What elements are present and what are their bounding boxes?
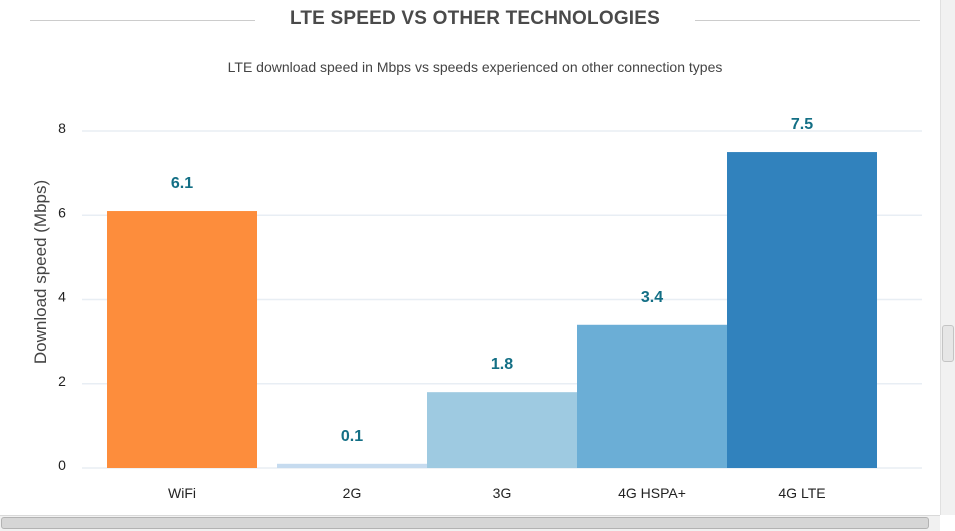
value-label: 3.4 (641, 289, 663, 306)
x-tick-label: 2G (343, 485, 362, 501)
chart-title-row: LTE SPEED VS OTHER TECHNOLOGIES (0, 0, 940, 40)
y-tick-label: 0 (58, 457, 66, 473)
bar-wifi[interactable] (107, 211, 257, 468)
value-label: 6.1 (171, 175, 193, 192)
y-axis-ticks: 0 2 4 6 8 (58, 120, 66, 473)
bar-4g-lte[interactable] (727, 152, 877, 468)
x-axis-ticks: WiFi 2G 3G 4G HSPA+ 4G LTE (168, 485, 826, 501)
chart-subtitle: LTE download speed in Mbps vs speeds exp… (227, 59, 723, 75)
x-tick-label: WiFi (168, 485, 196, 501)
y-tick-label: 4 (58, 289, 66, 305)
value-label: 1.8 (491, 356, 513, 373)
y-tick-label: 8 (58, 120, 66, 136)
bars (107, 152, 877, 468)
title-divider-left (30, 20, 255, 21)
bar-2g[interactable] (277, 463, 427, 468)
x-tick-label: 3G (493, 485, 512, 501)
bar-4g-hspa-[interactable] (577, 324, 727, 468)
x-tick-label: 4G HSPA+ (618, 485, 686, 501)
value-labels: 6.1 0.1 1.8 3.4 7.5 (171, 116, 813, 445)
x-tick-label: 4G LTE (778, 485, 825, 501)
bar-chart: 0 2 4 6 8 Download speed (Mbps) 6.1 0.1 1.8 3.4… (31, 116, 922, 501)
chart-title: LTE SPEED VS OTHER TECHNOLOGIES (289, 8, 661, 29)
title-divider-right (695, 20, 920, 21)
value-label: 0.1 (341, 428, 363, 445)
vertical-scrollbar[interactable] (940, 0, 955, 515)
y-axis-label: Download speed (Mbps) (31, 180, 50, 364)
y-tick-label: 6 (58, 204, 66, 220)
y-tick-label: 2 (58, 373, 66, 389)
vertical-scrollbar-thumb[interactable] (942, 325, 954, 362)
bar-3g[interactable] (427, 392, 577, 468)
horizontal-scrollbar-thumb[interactable] (1, 517, 929, 529)
value-label: 7.5 (791, 116, 813, 133)
